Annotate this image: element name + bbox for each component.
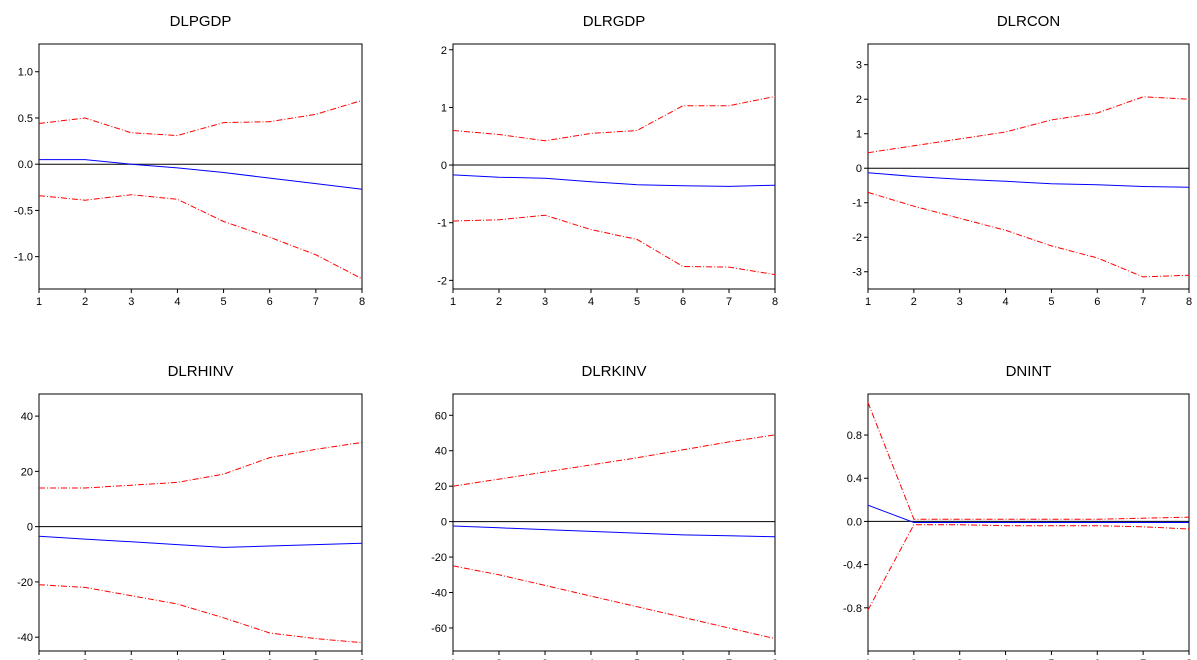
x-tick-label: 1 <box>865 296 871 308</box>
y-tick-label: -1 <box>852 198 862 210</box>
series-lower-line <box>868 192 1189 277</box>
panel-title: DLPGDP <box>170 13 232 30</box>
x-tick-label: 2 <box>496 296 502 308</box>
x-tick-label: 7 <box>726 296 732 308</box>
y-tick-label: 60 <box>435 410 447 422</box>
series-upper-line <box>39 100 362 135</box>
y-tick-label: -60 <box>431 623 447 635</box>
y-tick-label: 40 <box>435 446 447 458</box>
panel-title: DLRHINV <box>168 363 234 380</box>
y-tick-label: -0.4 <box>843 560 862 572</box>
y-tick-label: -0.5 <box>14 205 33 217</box>
plot-frame <box>39 44 362 289</box>
y-tick-label: -1.0 <box>14 252 33 264</box>
x-tick-label: 8 <box>772 296 778 308</box>
x-tick-label: 5 <box>221 296 227 308</box>
panel-title: DLRCON <box>997 13 1060 30</box>
series-lower-line <box>39 195 362 279</box>
y-tick-label: 0.0 <box>18 159 33 171</box>
x-tick-label: 6 <box>267 296 273 308</box>
plot-frame <box>868 44 1189 289</box>
panel-title: DLRKINV <box>581 363 646 380</box>
y-tick-label: 20 <box>435 481 447 493</box>
x-tick-label: 5 <box>1048 296 1054 308</box>
y-tick-label: 1 <box>441 102 447 114</box>
x-tick-label: 6 <box>1094 296 1100 308</box>
x-tick-label: 8 <box>1186 296 1192 308</box>
x-tick-label: 4 <box>1003 296 1009 308</box>
y-tick-label: 2 <box>856 94 862 106</box>
y-tick-label: -3 <box>852 267 862 279</box>
y-tick-label: -40 <box>17 632 33 644</box>
series-lower-line <box>39 585 362 643</box>
panel-dlrcon: DLRCON 3 2 1 0 -1 -2 -3 1 2 3 4 5 6 7 8 <box>852 13 1192 308</box>
series-response-line <box>453 175 775 187</box>
plot-frame <box>453 44 775 289</box>
x-tick-label: 4 <box>174 296 180 308</box>
panel-title: DLRGDP <box>583 13 646 30</box>
x-tick-label: 8 <box>359 296 365 308</box>
y-tick-label: 1.0 <box>18 67 33 79</box>
panel-dlrhinv: DLRHINV 40 20 0 -20 -40 1 2 3 4 5 6 7 8 <box>17 363 365 660</box>
panel-dlpgdp: DLPGDP 1.0 0.5 0.0 -0.5 -1.0 1 2 3 4 5 6 7 8 <box>14 13 365 308</box>
x-tick-label: 7 <box>1140 296 1146 308</box>
y-tick-label: 0 <box>27 522 33 534</box>
x-tick-label: 1 <box>450 296 456 308</box>
panel-title: DNINT <box>1006 363 1052 380</box>
x-tick-label: 6 <box>680 296 686 308</box>
x-tick-label: 2 <box>911 296 917 308</box>
y-tick-label: -2 <box>437 275 447 287</box>
y-tick-label: -1 <box>437 218 447 230</box>
series-upper-line <box>39 442 362 488</box>
series-lower-line <box>453 566 775 639</box>
y-tick-label: 0.8 <box>847 430 862 442</box>
x-tick-label: 2 <box>82 296 88 308</box>
series-upper-line <box>868 97 1189 153</box>
y-tick-label: -20 <box>431 552 447 564</box>
panel-dlrkinv: DLRKINV 60 40 20 0 -20 -40 -60 1 2 3 4 5 6 7 8 <box>431 363 778 660</box>
y-tick-label: 20 <box>21 466 33 478</box>
y-tick-label: 1 <box>856 129 862 141</box>
series-response-line <box>868 173 1189 188</box>
y-tick-label: -40 <box>431 588 447 600</box>
y-tick-label: 3 <box>856 60 862 72</box>
x-tick-label: 7 <box>313 296 319 308</box>
series-lower-line <box>453 215 775 274</box>
y-tick-label: 0 <box>441 517 447 529</box>
y-tick-label: 0.4 <box>847 473 862 485</box>
y-tick-label: 0 <box>441 160 447 172</box>
series-lower-line <box>868 525 1189 610</box>
series-upper-line <box>453 97 775 141</box>
x-tick-label: 3 <box>542 296 548 308</box>
x-tick-label: 5 <box>634 296 640 308</box>
x-tick-label: 4 <box>588 296 594 308</box>
plot-frame <box>39 394 362 651</box>
series-upper-line <box>453 435 775 486</box>
y-tick-label: 2 <box>441 45 447 57</box>
x-tick-label: 1 <box>36 296 42 308</box>
y-tick-label: -20 <box>17 577 33 589</box>
x-tick-label: 3 <box>957 296 963 308</box>
y-tick-label: 0 <box>856 163 862 175</box>
y-tick-label: 40 <box>21 411 33 423</box>
y-tick-label: 0.0 <box>847 516 862 528</box>
series-response-line <box>39 536 362 547</box>
panel-dnint: DNINT 0.8 0.4 0.0 -0.4 -0.8 1 2 3 4 5 6 7 8 <box>843 363 1192 660</box>
y-tick-label: -2 <box>852 232 862 244</box>
plot-frame <box>453 394 775 651</box>
y-tick-label: -0.8 <box>843 603 862 615</box>
series-response-line <box>868 505 1189 522</box>
y-tick-label: 0.5 <box>18 113 33 125</box>
series-upper-line <box>868 403 1189 520</box>
series-response-line <box>453 526 775 537</box>
x-tick-label: 3 <box>128 296 134 308</box>
